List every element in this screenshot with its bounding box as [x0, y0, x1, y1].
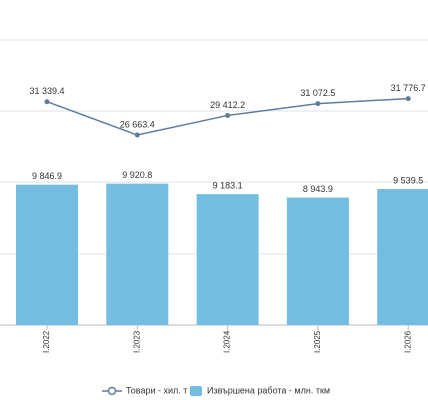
x-tick-label: I.2022	[42, 330, 51, 353]
bar	[286, 197, 349, 325]
line-point	[44, 99, 50, 105]
bar-value-label: 9 846.9	[32, 171, 62, 181]
line-value-label: 31 339.4	[29, 86, 64, 96]
x-tick-label: I.2025	[313, 330, 322, 353]
line-value-label: 26 663.4	[120, 119, 155, 129]
x-tick-label: I.2024	[223, 330, 232, 353]
line-value-label: 31 072.5	[300, 88, 335, 98]
line-point	[315, 101, 321, 107]
legend-swatch	[190, 386, 202, 396]
bar-value-label: 9 539.5	[393, 175, 423, 185]
line-point	[225, 112, 231, 118]
bar-value-label: 9 920.8	[122, 170, 152, 180]
bar-value-label: 8 943.9	[303, 184, 333, 194]
bar-value-label: 9 183.1	[213, 181, 243, 191]
bar	[377, 189, 428, 325]
x-tick-label: I.2023	[132, 330, 141, 353]
x-tick-label: I.2026	[403, 330, 412, 353]
line-value-label: 29 412.2	[210, 100, 245, 110]
legend-label: Товари - хил. т	[126, 385, 187, 395]
legend-label: Извършена работа - млн. ткм	[207, 385, 330, 395]
bar	[16, 184, 78, 325]
line-value-label: 31 776.7	[391, 83, 426, 93]
legend: Товари - хил. т Извършена работа - млн. …	[102, 385, 330, 396]
bar	[106, 183, 169, 325]
line-point	[405, 96, 411, 102]
line-point	[134, 132, 140, 138]
bar	[196, 194, 259, 325]
legend-marker	[107, 386, 117, 396]
